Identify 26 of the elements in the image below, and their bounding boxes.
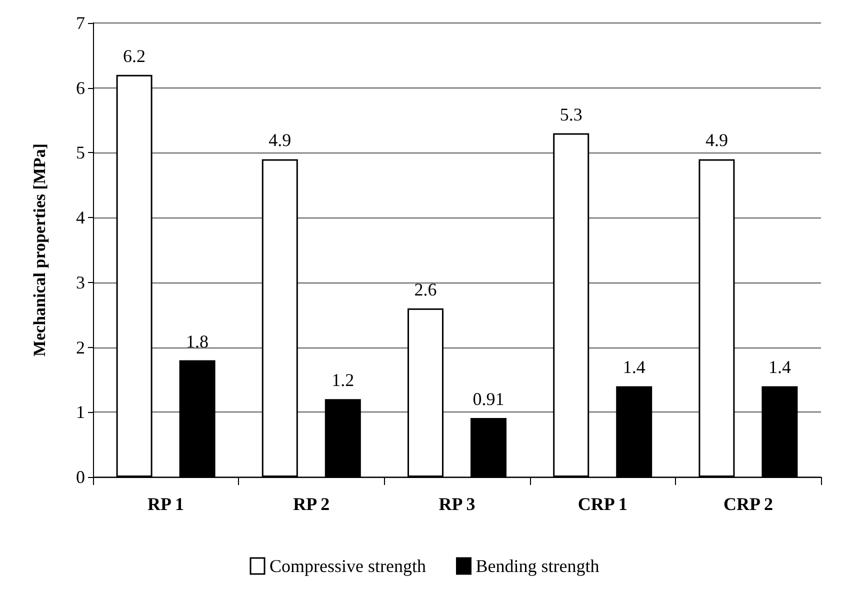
- x-tick-label: RP 1: [148, 494, 184, 514]
- y-tick-label: 7: [76, 13, 85, 33]
- y-tick-label: 3: [76, 272, 85, 292]
- x-tick-label: RP 3: [438, 494, 476, 514]
- y-tick-label: 5: [76, 142, 85, 163]
- data-label: 4.9: [268, 130, 292, 150]
- legend-label: Bending strength: [476, 556, 600, 576]
- y-tick-label: 6: [76, 78, 85, 98]
- data-label: 1.2: [332, 370, 354, 390]
- y-tick-label: 0: [76, 467, 85, 487]
- legend-label: Compressive strength: [270, 556, 426, 576]
- data-label: 1.4: [622, 357, 646, 378]
- data-label: 1.8: [186, 331, 209, 352]
- y-tick-label: 1: [76, 402, 85, 422]
- y-tick-label: 4: [76, 208, 85, 228]
- data-label: 1.4: [768, 357, 791, 378]
- data-label: 0.91: [472, 388, 504, 409]
- data-label: 5.3: [560, 104, 582, 124]
- y-axis-title: Mechanical properties [MPa]: [30, 143, 49, 357]
- data-label: 2.6: [414, 279, 437, 300]
- x-tick-label: CRP 1: [578, 494, 628, 514]
- data-label: 6.2: [123, 46, 146, 66]
- x-tick-label: CRP 2: [723, 494, 773, 514]
- y-tick-label: 2: [76, 337, 85, 358]
- x-tick-label: RP 2: [293, 494, 330, 514]
- data-label: 4.9: [705, 130, 728, 150]
